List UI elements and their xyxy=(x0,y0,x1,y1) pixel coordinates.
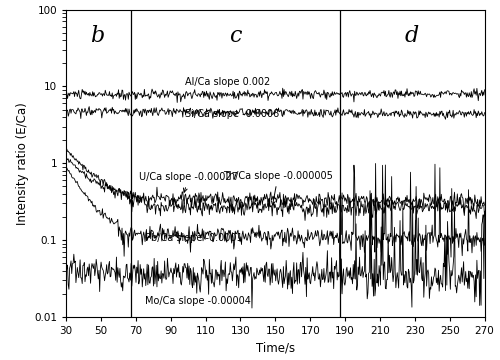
Text: Si/Ca slope -0.0006: Si/Ca slope -0.0006 xyxy=(184,109,279,119)
Text: U/Ca slope -0.00027: U/Ca slope -0.00027 xyxy=(140,172,238,192)
Y-axis label: Intensity ratio (E/Ca): Intensity ratio (E/Ca) xyxy=(16,102,28,225)
Text: Pb/Ca slope -0.0001: Pb/Ca slope -0.0001 xyxy=(144,233,242,243)
Text: Th/Ca slope -0.000005: Th/Ca slope -0.000005 xyxy=(223,171,333,205)
Text: Al/Ca slope 0.002: Al/Ca slope 0.002 xyxy=(184,77,270,87)
Text: Mo/Ca slope -0.00004: Mo/Ca slope -0.00004 xyxy=(144,296,250,306)
Text: c: c xyxy=(229,25,241,47)
X-axis label: Time/s: Time/s xyxy=(256,341,295,355)
Text: d: d xyxy=(404,25,418,47)
Text: b: b xyxy=(90,25,104,47)
